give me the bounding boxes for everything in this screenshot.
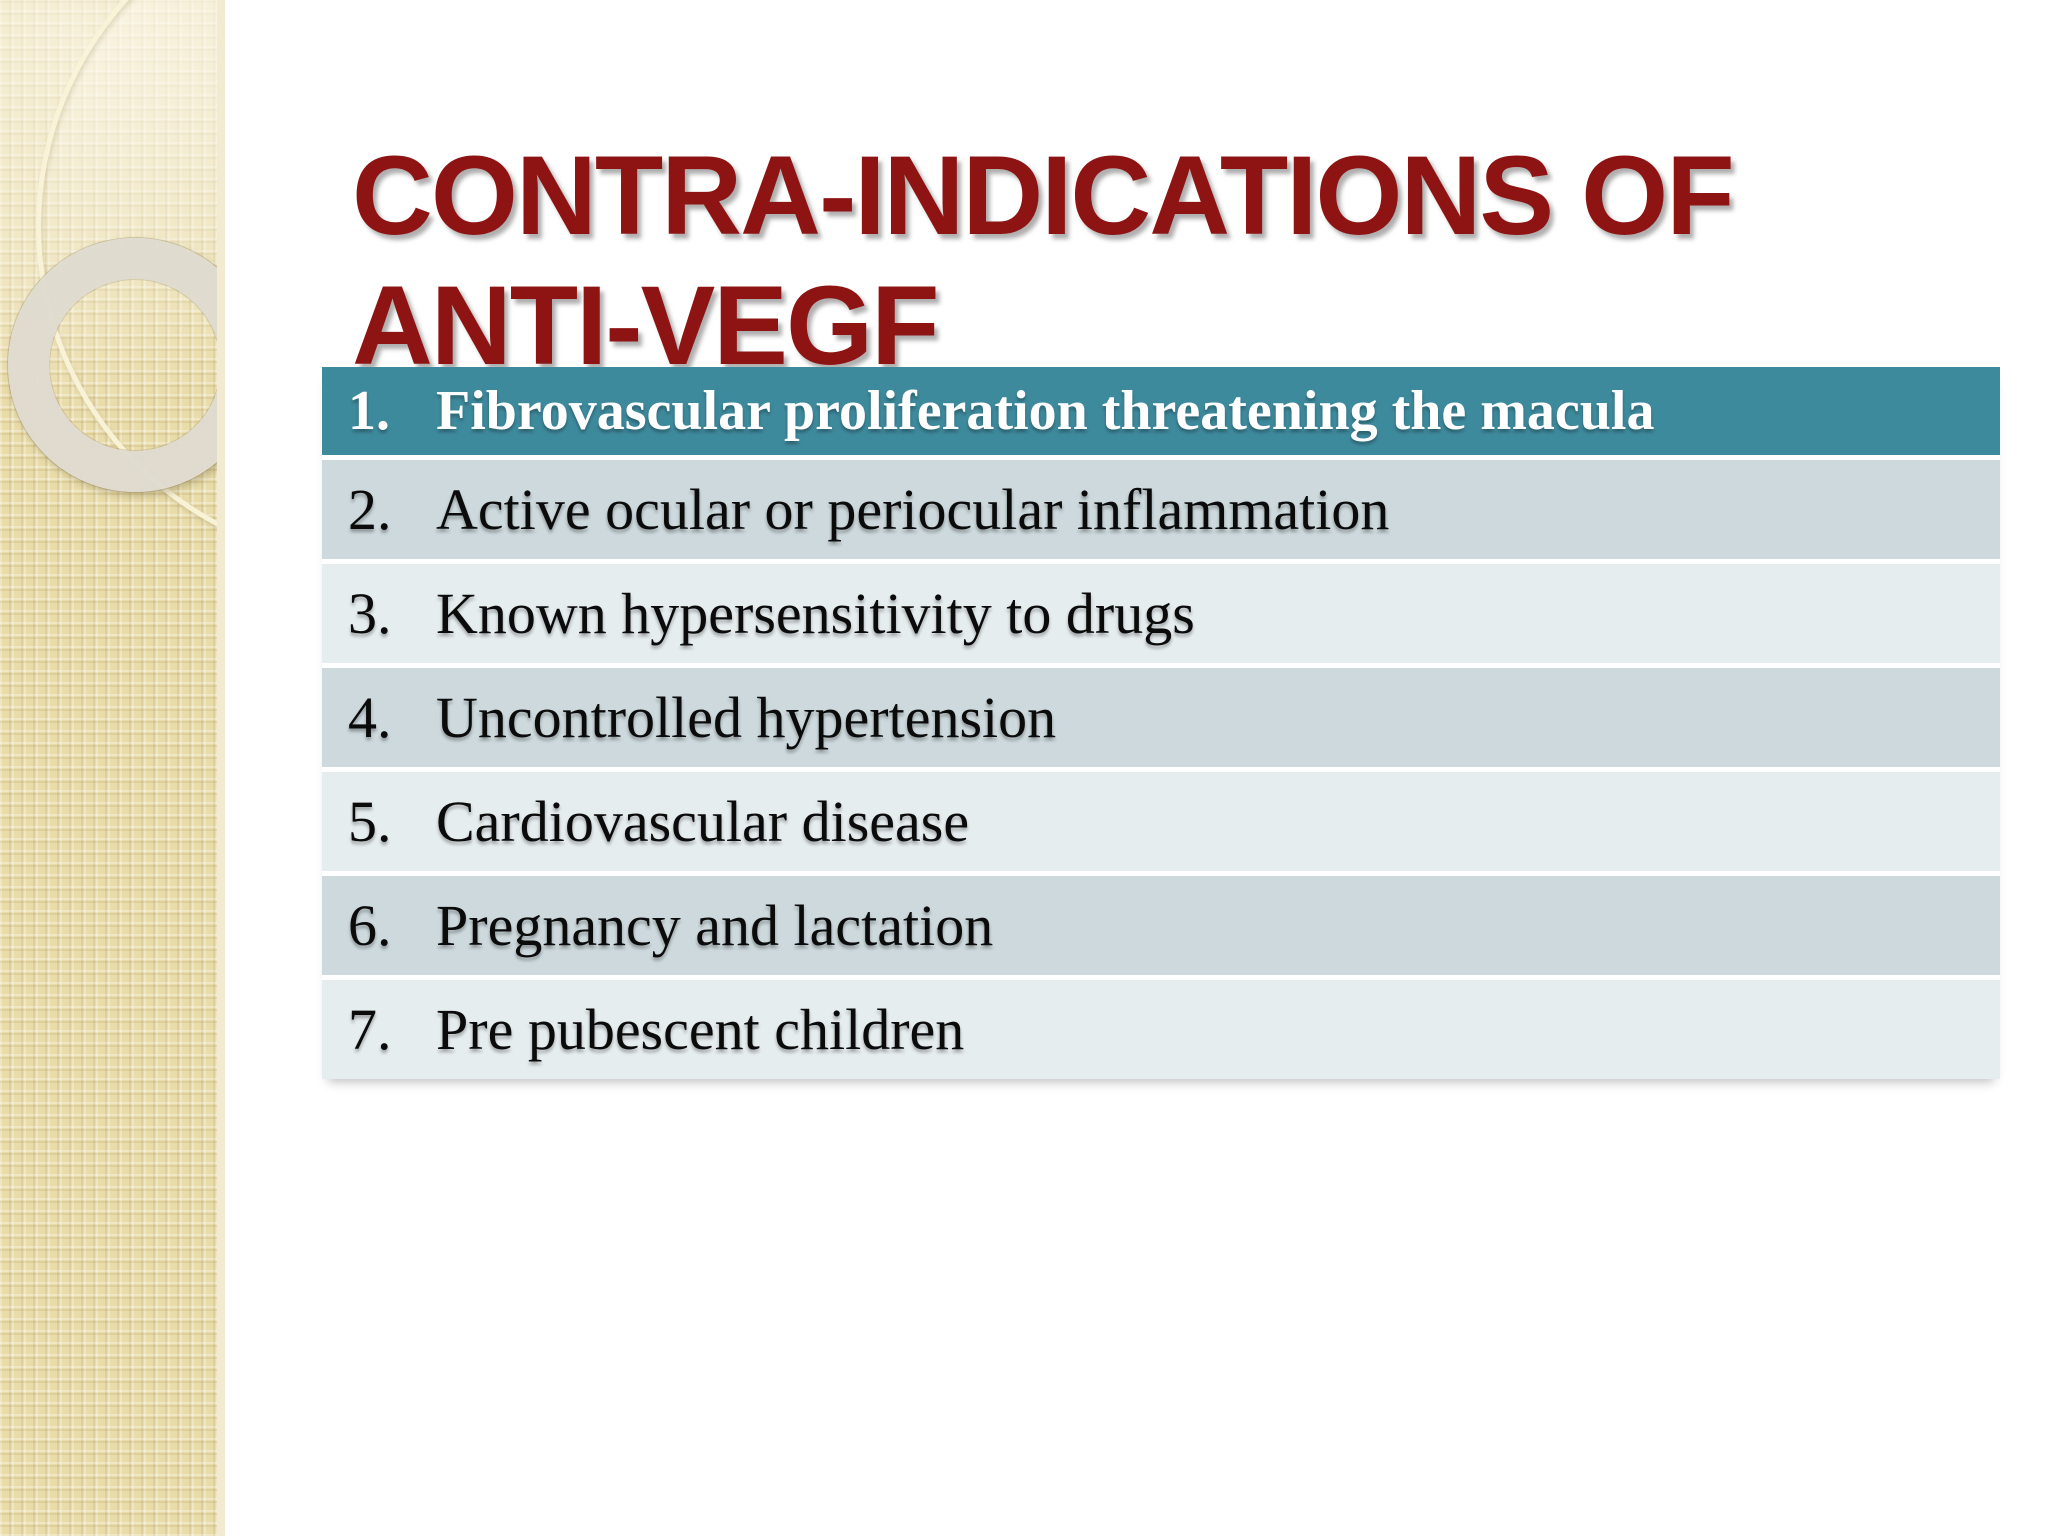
row-text: Fibrovascular proliferation threatening …: [436, 380, 1655, 442]
table-row: 7. Pre pubescent children: [322, 980, 2000, 1079]
row-text: Uncontrolled hypertension: [436, 685, 1057, 750]
sidebar-decoration: [0, 0, 225, 1536]
row-number: 7.: [348, 997, 392, 1062]
row-text: Pre pubescent children: [436, 997, 965, 1062]
row-text: Known hypersensitivity to drugs: [436, 581, 1195, 646]
row-text: Pregnancy and lactation: [436, 893, 994, 958]
row-text: Cardiovascular disease: [436, 789, 970, 854]
row-number: 3.: [348, 581, 392, 646]
row-text: Active ocular or periocular inflammation: [436, 477, 1390, 542]
row-number: 4.: [348, 685, 392, 750]
row-number: 6.: [348, 893, 392, 958]
table-header-row: 1. Fibrovascular proliferation threateni…: [322, 367, 2000, 455]
table-row: 5. Cardiovascular disease: [322, 772, 2000, 871]
slide-title: CONTRA-INDICATIONS OF ANTI-VEGF: [352, 131, 1735, 391]
row-number: 1.: [348, 380, 390, 442]
table-row: 4. Uncontrolled hypertension: [322, 668, 2000, 767]
table-row: 2. Active ocular or periocular inflammat…: [322, 460, 2000, 559]
table-row: 3. Known hypersensitivity to drugs: [322, 564, 2000, 663]
title-line-1: CONTRA-INDICATIONS OF: [352, 133, 1735, 259]
table-row: 6. Pregnancy and lactation: [322, 876, 2000, 975]
row-number: 5.: [348, 789, 392, 854]
contraindications-table: 1. Fibrovascular proliferation threateni…: [322, 367, 2000, 1079]
row-number: 2.: [348, 477, 392, 542]
